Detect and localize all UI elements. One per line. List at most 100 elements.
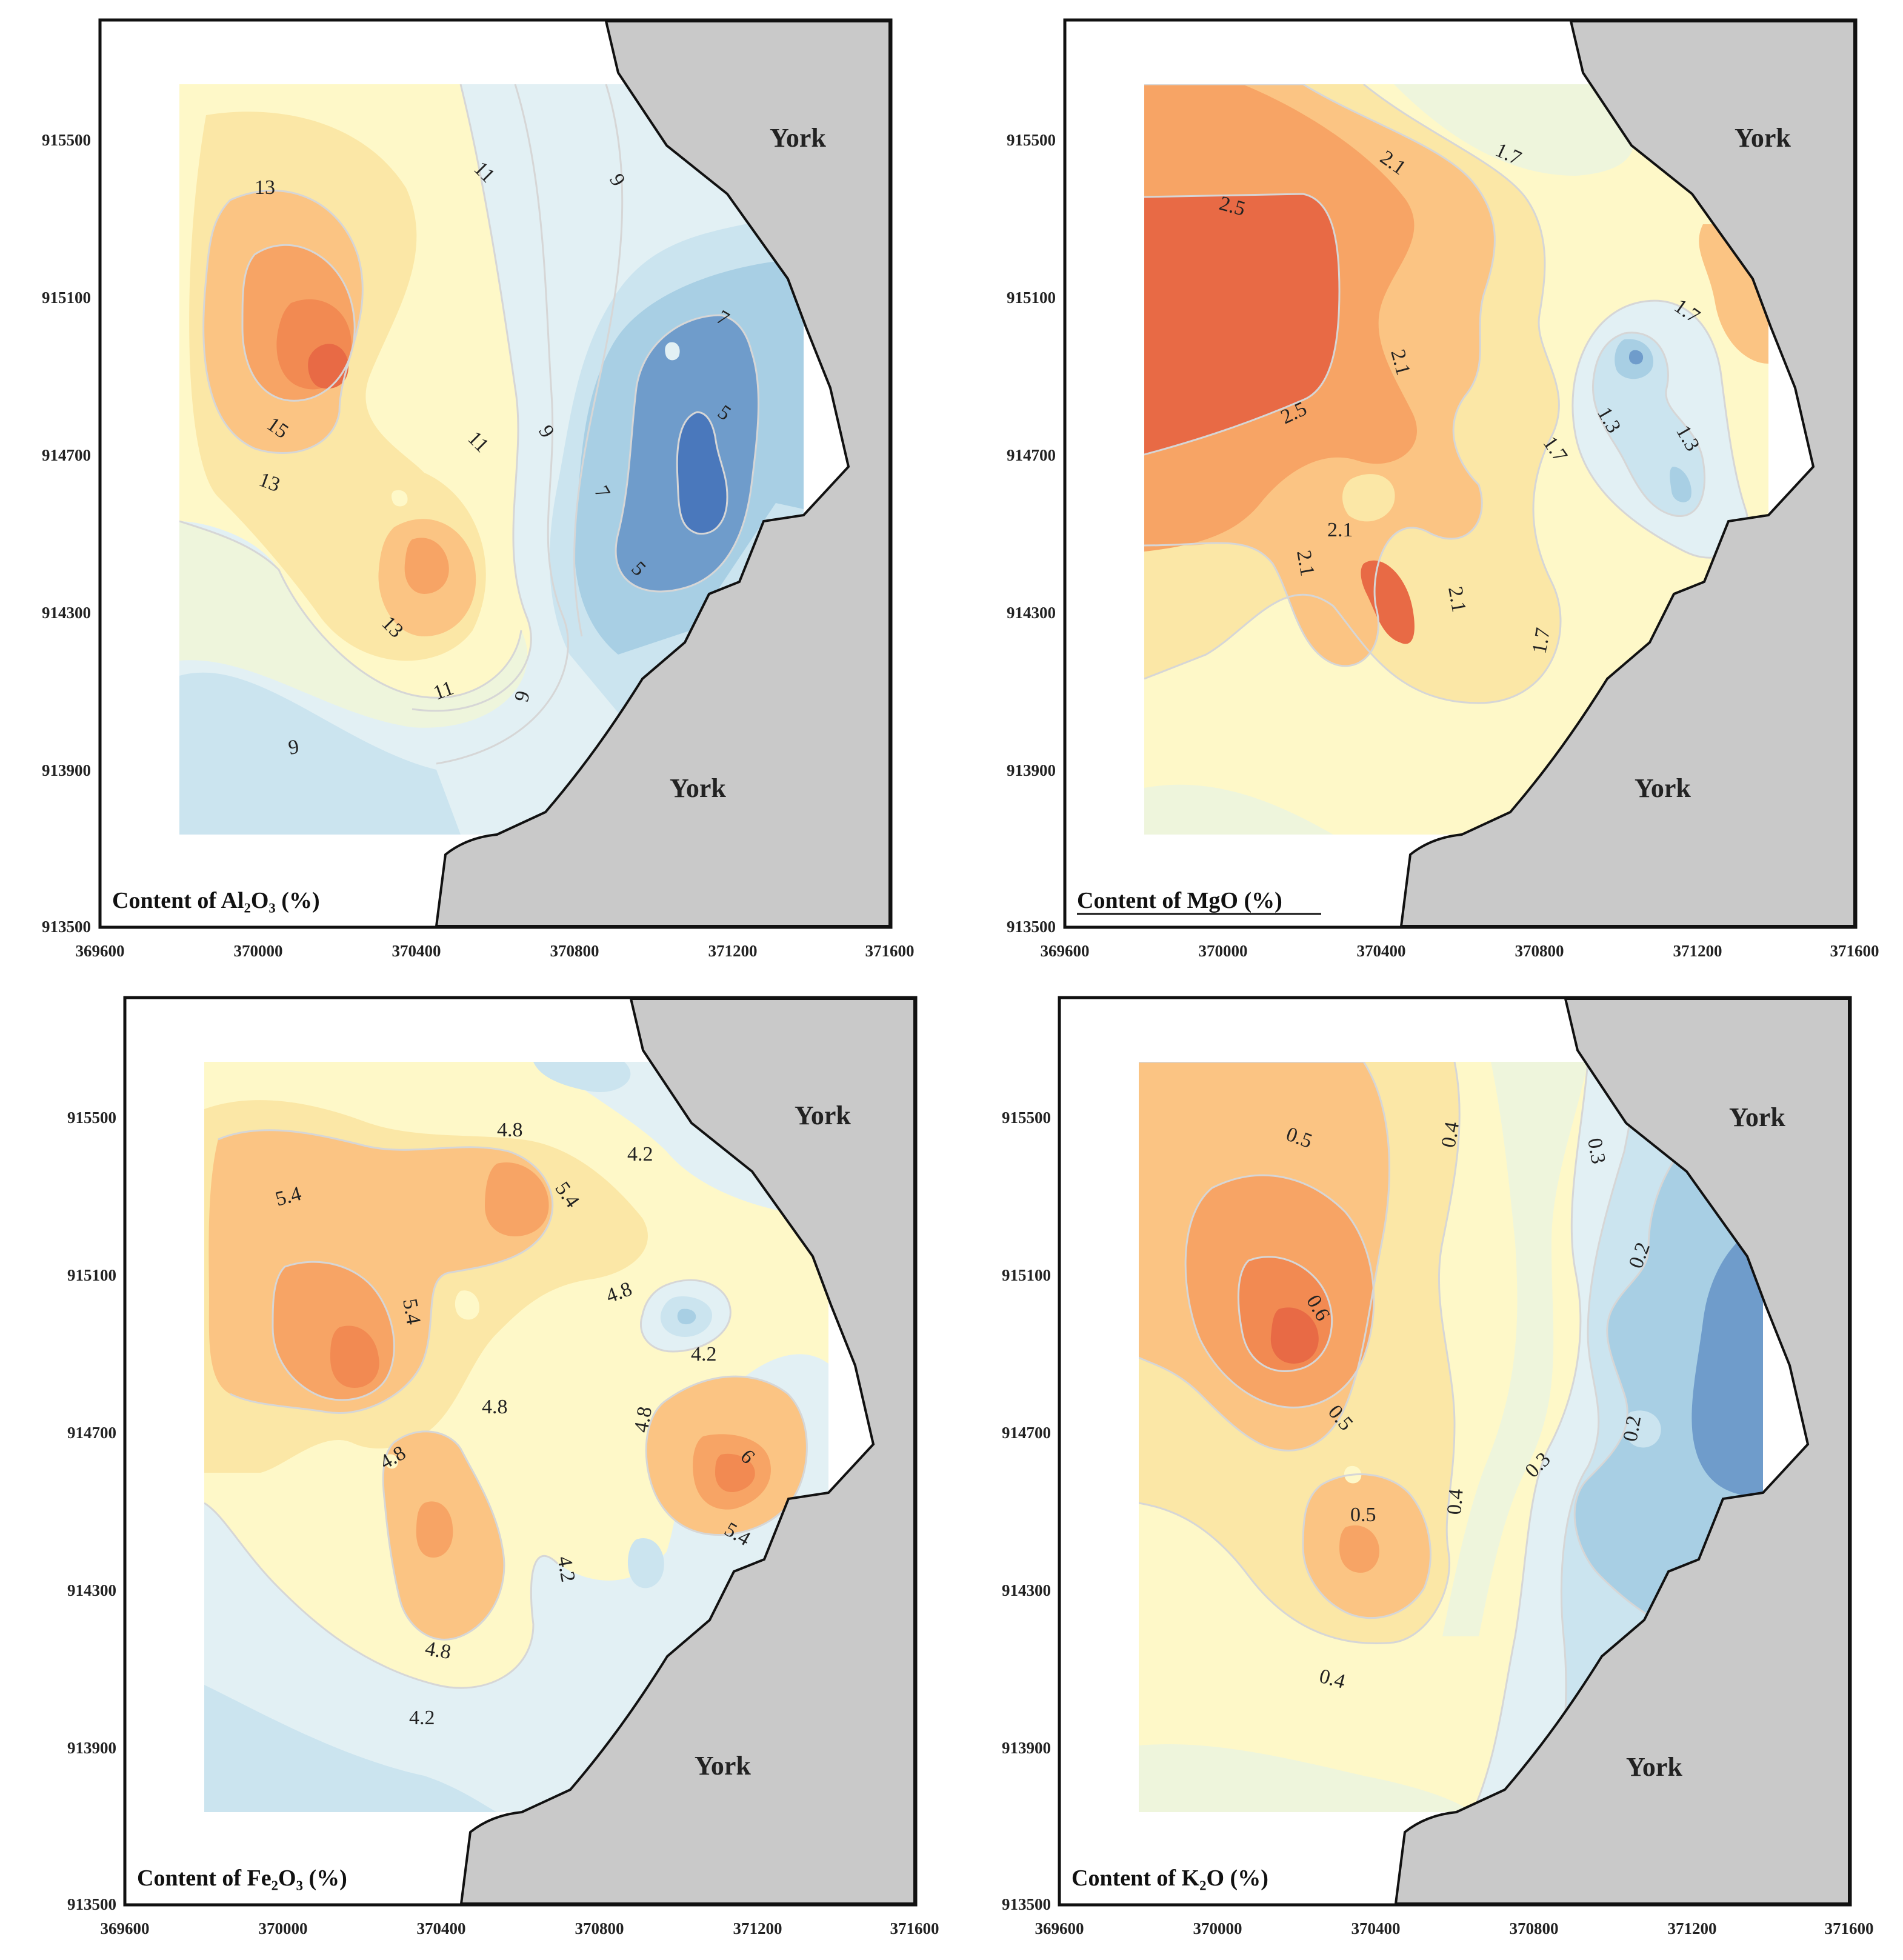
x-tick-label: 369600 — [101, 1919, 150, 1938]
contour-label: 4.8 — [482, 1396, 508, 1418]
fe2o3-frame — [123, 996, 918, 1907]
k2o-y-axis: 915500 915100 914700 914300 913900 91350… — [1002, 1108, 1051, 1913]
x-tick-label: 370400 — [1351, 1919, 1401, 1938]
x-tick-label: 371200 — [1673, 942, 1722, 960]
contour-label: 0.2 — [1619, 1414, 1645, 1443]
contour-label: 4.2 — [627, 1143, 653, 1165]
mgo-x-axis: 369600 370000 370400 370800 371200 37160… — [1041, 942, 1879, 960]
x-tick-label: 371600 — [1825, 1919, 1874, 1938]
y-tick-label: 914700 — [42, 446, 91, 464]
y-tick-label: 913500 — [1007, 918, 1056, 936]
contour-label: 2.1 — [1444, 585, 1470, 614]
mgo-panel-title: Content of MgO (%) — [1077, 888, 1282, 913]
contour-label: 9 — [287, 735, 301, 759]
contour-label: 1.7 — [1528, 626, 1555, 655]
mgo-place-south: York — [1635, 773, 1691, 803]
al2o3-panel-title: Content of Al₂O₃ (%) — [112, 888, 320, 913]
panel-fe2o3: York York Content of Fe₂O₃ (%) 4.8 4.2 5… — [67, 996, 939, 1938]
contour-label: 0.4 — [1443, 1488, 1468, 1516]
k2o-place-north: York — [1729, 1102, 1785, 1132]
y-tick-label: 915500 — [67, 1108, 116, 1127]
x-tick-label: 369600 — [1035, 1919, 1084, 1938]
y-tick-label: 913500 — [67, 1895, 116, 1913]
k2o-panel-title: Content of K₂O (%) — [1071, 1865, 1268, 1891]
y-tick-label: 915100 — [67, 1266, 116, 1284]
x-tick-label: 369600 — [76, 942, 125, 960]
panel-k2o: York York Content of K₂O (%) 0.5 0.4 0.3… — [1002, 996, 1874, 1938]
contour-label: 4.8 — [630, 1405, 656, 1434]
y-tick-label: 915100 — [1002, 1266, 1051, 1284]
y-tick-label: 914700 — [1002, 1424, 1051, 1442]
k2o-place-south: York — [1626, 1752, 1682, 1782]
fe2o3-x-axis: 369600 370000 370400 370800 371200 37160… — [101, 1919, 939, 1938]
contour-label: 4.2 — [553, 1555, 579, 1584]
mgo-y-axis: 915500 915100 914700 914300 913900 91350… — [1007, 131, 1056, 936]
x-tick-label: 370400 — [1357, 942, 1406, 960]
y-tick-label: 913900 — [1007, 761, 1056, 779]
fe2o3-coastline — [459, 998, 916, 1905]
x-tick-label: 370400 — [392, 942, 441, 960]
x-tick-label: 369600 — [1041, 942, 1090, 960]
x-tick-label: 370000 — [259, 1919, 308, 1938]
fe2o3-place-south: York — [695, 1751, 751, 1781]
x-tick-label: 371200 — [1668, 1919, 1717, 1938]
y-tick-label: 915100 — [42, 288, 91, 307]
mgo-frame — [1063, 18, 1858, 929]
y-tick-label: 913500 — [1002, 1895, 1051, 1913]
y-tick-label: 913500 — [42, 918, 91, 936]
y-tick-label: 915500 — [42, 131, 91, 149]
x-tick-label: 370000 — [1193, 1919, 1242, 1938]
x-tick-label: 370800 — [1515, 942, 1564, 960]
contour-label: 0.3 — [1583, 1136, 1610, 1165]
mgo-contour-field — [1144, 84, 1768, 835]
x-tick-label: 371600 — [865, 942, 915, 960]
x-tick-label: 371600 — [890, 1919, 939, 1938]
al2o3-y-axis: 915500 915100 914700 914300 913900 91350… — [42, 131, 91, 936]
y-tick-label: 915100 — [1007, 288, 1056, 307]
contour-label: 0.5 — [1350, 1504, 1376, 1526]
x-tick-label: 370800 — [575, 1919, 624, 1938]
contour-label: 2.1 — [1292, 548, 1319, 578]
x-tick-label: 370000 — [1199, 942, 1248, 960]
fe2o3-contour-field — [204, 1062, 828, 1812]
y-tick-label: 913900 — [42, 761, 91, 779]
x-tick-label: 371200 — [733, 1919, 782, 1938]
y-tick-label: 915500 — [1002, 1108, 1051, 1127]
fe2o3-panel-title: Content of Fe₂O₃ (%) — [137, 1865, 347, 1891]
al2o3-place-south: York — [670, 773, 726, 803]
k2o-coastline — [1394, 998, 1850, 1905]
contour-label: 4.8 — [424, 1637, 453, 1664]
x-tick-label: 370400 — [417, 1919, 466, 1938]
mgo-coastline — [1399, 20, 1856, 927]
mgo-place-north: York — [1735, 123, 1791, 153]
al2o3-place-north: York — [770, 123, 826, 153]
fe2o3-place-north: York — [795, 1101, 851, 1130]
x-tick-label: 371200 — [708, 942, 758, 960]
y-tick-label: 914700 — [1007, 446, 1056, 464]
contour-label: 4.8 — [497, 1119, 523, 1141]
x-tick-label: 371600 — [1830, 942, 1879, 960]
x-tick-label: 370800 — [1510, 1919, 1559, 1938]
k2o-x-axis: 369600 370000 370400 370800 371200 37160… — [1035, 1919, 1874, 1938]
k2o-frame — [1058, 996, 1852, 1907]
contour-label: 4.2 — [691, 1343, 717, 1365]
al2o3-coastline — [435, 20, 891, 927]
panel-mgo: York York Content of MgO (%) 2.5 2.1 1.7… — [1007, 18, 1879, 960]
y-tick-label: 913900 — [67, 1739, 116, 1757]
contour-label: 0.4 — [1437, 1120, 1464, 1149]
y-tick-label: 913900 — [1002, 1739, 1051, 1757]
contour-label: 4.2 — [409, 1707, 435, 1729]
y-tick-label: 914300 — [1002, 1581, 1051, 1599]
contour-label: 5.4 — [398, 1297, 425, 1326]
y-tick-label: 914300 — [67, 1581, 116, 1599]
y-tick-label: 915500 — [1007, 131, 1056, 149]
al2o3-x-axis: 369600 370000 370400 370800 371200 37160… — [76, 942, 915, 960]
y-tick-label: 914700 — [67, 1424, 116, 1442]
panel-al2o3: York York Content of Al₂O₃ (%) 13 11 9 7… — [42, 18, 915, 960]
y-tick-label: 914300 — [1007, 604, 1056, 622]
contour-label: 13 — [255, 176, 275, 199]
x-tick-label: 370800 — [550, 942, 599, 960]
fe2o3-y-axis: 915500 915100 914700 914300 913900 91350… — [67, 1108, 116, 1913]
x-tick-label: 370000 — [234, 942, 283, 960]
